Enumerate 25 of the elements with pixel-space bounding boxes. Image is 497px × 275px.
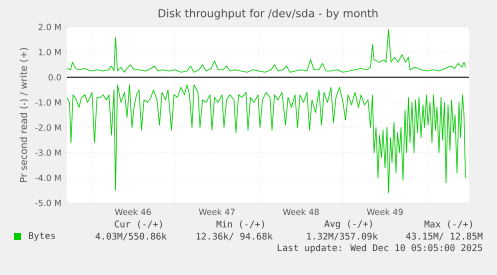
y-tick-label: 1.0 M bbox=[38, 48, 61, 56]
y-tick-label: -2.0 M bbox=[35, 124, 61, 131]
text: 1.32M/357.09k bbox=[307, 232, 378, 240]
text: Cur (-/+) bbox=[114, 220, 162, 229]
chart-title: Disk throughput for /dev/sda - by month bbox=[158, 8, 378, 20]
text: Avg (-/+) bbox=[324, 220, 372, 229]
text: 43.15M/ 12.85M bbox=[406, 232, 482, 240]
y-tick-label: -5.0 M bbox=[35, 200, 61, 206]
y-axis-title: Pr second read (-) / write (+) bbox=[20, 48, 28, 182]
y-tick-label: -1.0 M bbox=[35, 99, 61, 106]
text: Last update: Wed Dec 10 05:05:00 2025 bbox=[278, 244, 482, 253]
text: Min (-/+) bbox=[216, 220, 264, 229]
legend-label: Bytes bbox=[28, 232, 55, 241]
x-tick-label: Week 48 bbox=[282, 208, 319, 216]
x-tick-label: Week 46 bbox=[114, 208, 151, 216]
text: Max (-/+) bbox=[424, 220, 472, 229]
text: 4.03M/550.86k bbox=[96, 232, 167, 240]
y-tick-label: 2.0 M bbox=[38, 24, 61, 30]
x-tick-label: Week 47 bbox=[198, 208, 235, 216]
y-tick-label: 0.0 bbox=[48, 74, 61, 80]
y-tick-label: -4.0 M bbox=[35, 174, 61, 182]
line-series bbox=[67, 84, 466, 194]
y-tick-label: -3.0 M bbox=[35, 150, 61, 156]
x-tick-label: Week 49 bbox=[366, 208, 403, 216]
text: 12.36k/ 94.68k bbox=[196, 232, 273, 240]
